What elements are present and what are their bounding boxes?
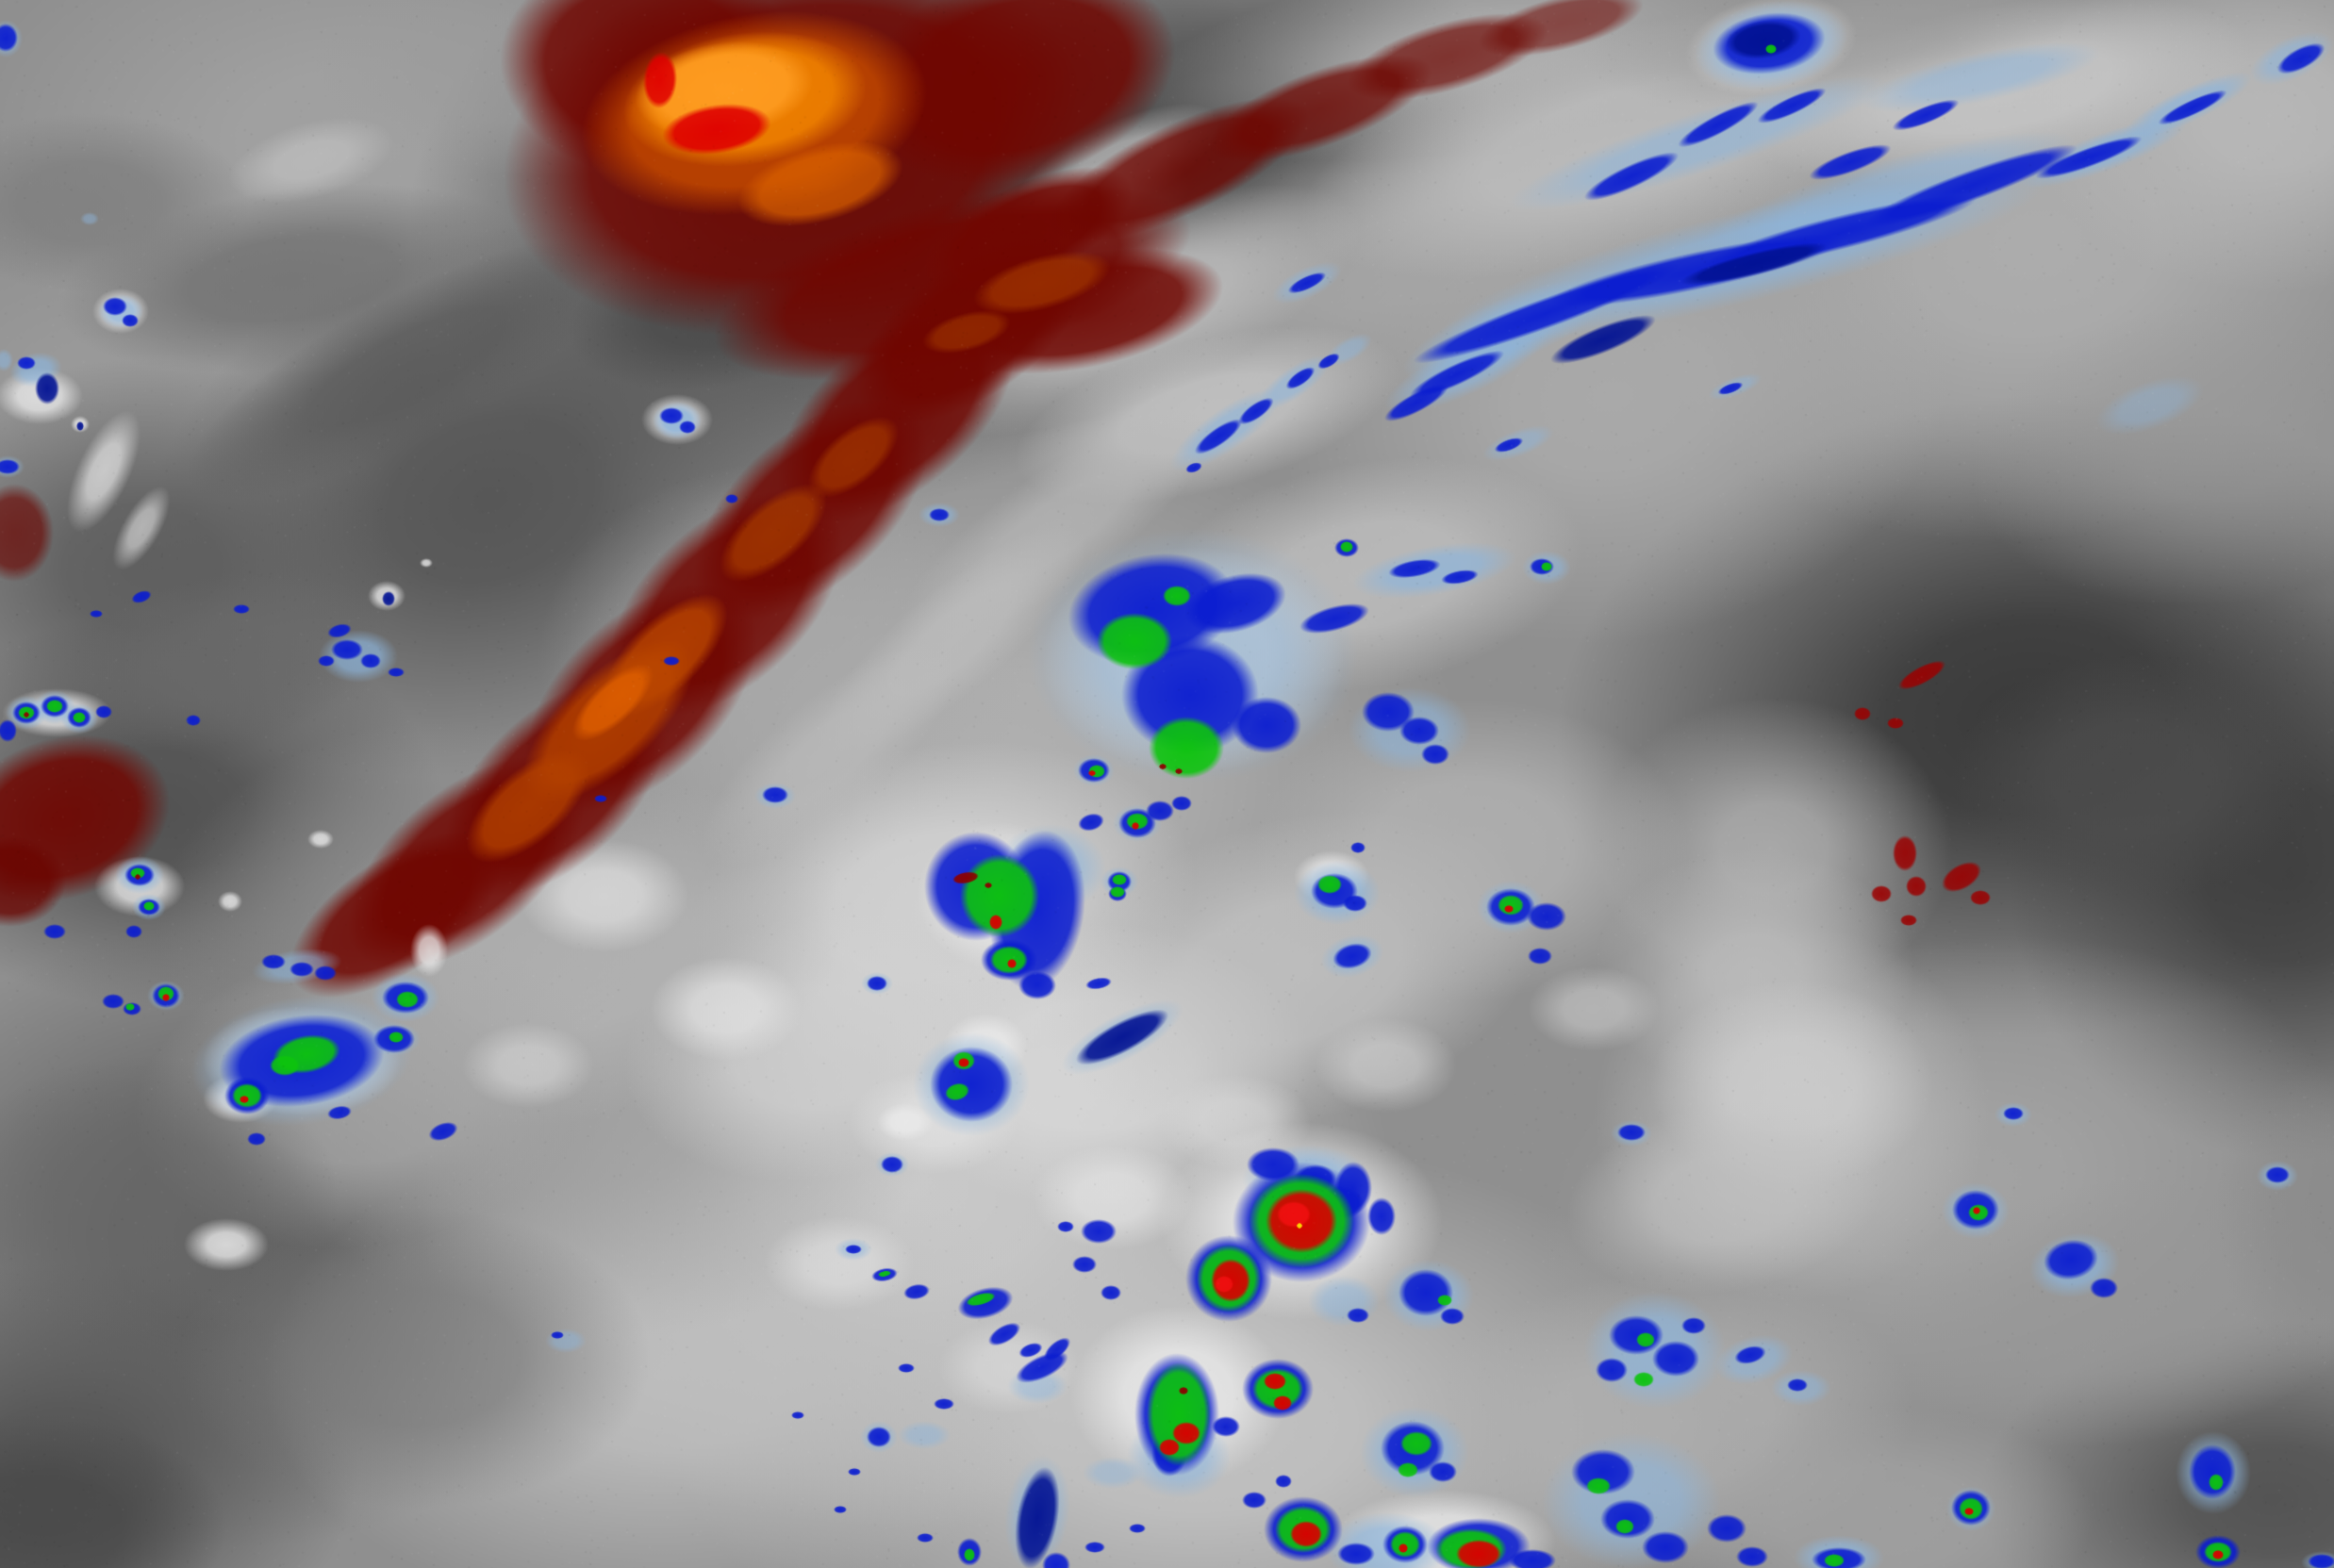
satellite-image-canvas [0,0,2334,1568]
satellite-view [0,0,2334,1568]
